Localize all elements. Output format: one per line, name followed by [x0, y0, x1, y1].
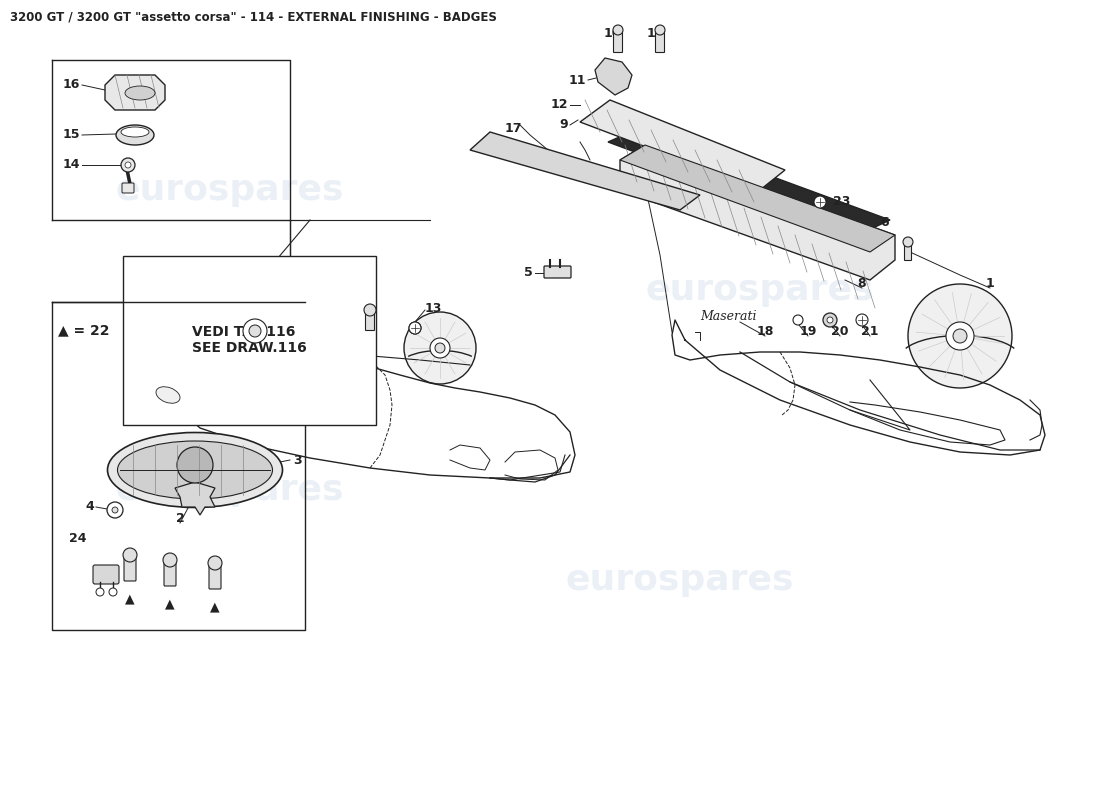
Polygon shape [150, 350, 575, 478]
Text: 21: 21 [861, 325, 879, 338]
FancyBboxPatch shape [122, 183, 134, 193]
Text: 17: 17 [504, 122, 521, 135]
Text: 5: 5 [525, 266, 533, 279]
Text: 2: 2 [176, 512, 185, 525]
Text: 10: 10 [647, 27, 663, 40]
Circle shape [96, 588, 104, 596]
Text: ▲: ▲ [125, 592, 135, 605]
Text: 8: 8 [858, 277, 867, 290]
Polygon shape [595, 58, 632, 95]
Text: 18: 18 [757, 325, 773, 338]
Text: eurospares: eurospares [116, 173, 344, 207]
Circle shape [364, 304, 376, 316]
Polygon shape [608, 128, 890, 235]
Ellipse shape [116, 125, 154, 145]
Text: 16: 16 [63, 78, 80, 91]
Text: 1: 1 [986, 277, 994, 290]
FancyBboxPatch shape [656, 31, 664, 53]
Circle shape [827, 317, 833, 323]
Text: 15: 15 [63, 129, 80, 142]
FancyBboxPatch shape [209, 565, 221, 589]
Text: eurospares: eurospares [565, 563, 794, 597]
Ellipse shape [108, 433, 283, 507]
Text: 3: 3 [293, 454, 301, 466]
Circle shape [434, 343, 446, 353]
Text: eurospares: eurospares [116, 473, 344, 507]
Circle shape [409, 322, 421, 334]
Circle shape [213, 289, 297, 373]
Text: 6: 6 [880, 215, 889, 229]
Circle shape [908, 284, 1012, 388]
Text: ▲: ▲ [210, 600, 220, 613]
FancyBboxPatch shape [544, 266, 571, 278]
Circle shape [123, 548, 138, 562]
Text: 24: 24 [69, 532, 87, 545]
Circle shape [249, 325, 261, 337]
Polygon shape [620, 145, 895, 280]
Circle shape [823, 313, 837, 327]
Circle shape [613, 25, 623, 35]
Polygon shape [470, 132, 700, 210]
Ellipse shape [121, 127, 148, 137]
Text: 12: 12 [550, 98, 568, 111]
Circle shape [112, 507, 118, 513]
Text: 7: 7 [351, 303, 360, 317]
FancyBboxPatch shape [124, 557, 136, 581]
Text: 20: 20 [832, 325, 849, 338]
Circle shape [125, 162, 131, 168]
Circle shape [121, 158, 135, 172]
Text: Maserati: Maserati [700, 310, 757, 323]
Text: 10: 10 [603, 27, 620, 40]
Circle shape [107, 502, 123, 518]
Circle shape [430, 338, 450, 358]
Text: 13: 13 [425, 302, 442, 314]
Circle shape [814, 196, 826, 208]
Circle shape [903, 237, 913, 247]
Circle shape [208, 556, 222, 570]
Text: 23: 23 [833, 195, 850, 208]
Circle shape [177, 447, 213, 483]
Text: 14: 14 [63, 158, 80, 171]
Circle shape [109, 588, 117, 596]
Circle shape [654, 25, 666, 35]
FancyBboxPatch shape [614, 31, 623, 53]
Circle shape [856, 314, 868, 326]
Circle shape [243, 319, 267, 343]
Polygon shape [580, 100, 785, 190]
Text: 19: 19 [800, 325, 816, 338]
FancyBboxPatch shape [164, 562, 176, 586]
Circle shape [953, 329, 967, 343]
Text: ▲ = 22: ▲ = 22 [58, 323, 110, 337]
Circle shape [404, 312, 476, 384]
Polygon shape [620, 145, 895, 252]
Ellipse shape [156, 386, 180, 403]
Circle shape [409, 322, 421, 334]
Circle shape [793, 315, 803, 325]
Text: 3200 GT / 3200 GT "assetto corsa" - 114 - EXTERNAL FINISHING - BADGES: 3200 GT / 3200 GT "assetto corsa" - 114 … [10, 10, 497, 23]
Polygon shape [104, 75, 165, 110]
Text: VEDI TAV.116
SEE DRAW.116: VEDI TAV.116 SEE DRAW.116 [192, 325, 307, 355]
Circle shape [946, 322, 974, 350]
Text: 11: 11 [569, 74, 586, 86]
FancyBboxPatch shape [365, 311, 374, 330]
Text: eurospares: eurospares [646, 273, 874, 307]
FancyBboxPatch shape [904, 243, 912, 261]
Ellipse shape [125, 86, 155, 100]
Polygon shape [175, 482, 214, 515]
Ellipse shape [118, 441, 273, 499]
FancyBboxPatch shape [94, 565, 119, 584]
Text: 4: 4 [86, 501, 94, 514]
Text: 9: 9 [560, 118, 568, 131]
Polygon shape [672, 320, 1045, 455]
Circle shape [163, 553, 177, 567]
Text: ▲: ▲ [165, 597, 175, 610]
